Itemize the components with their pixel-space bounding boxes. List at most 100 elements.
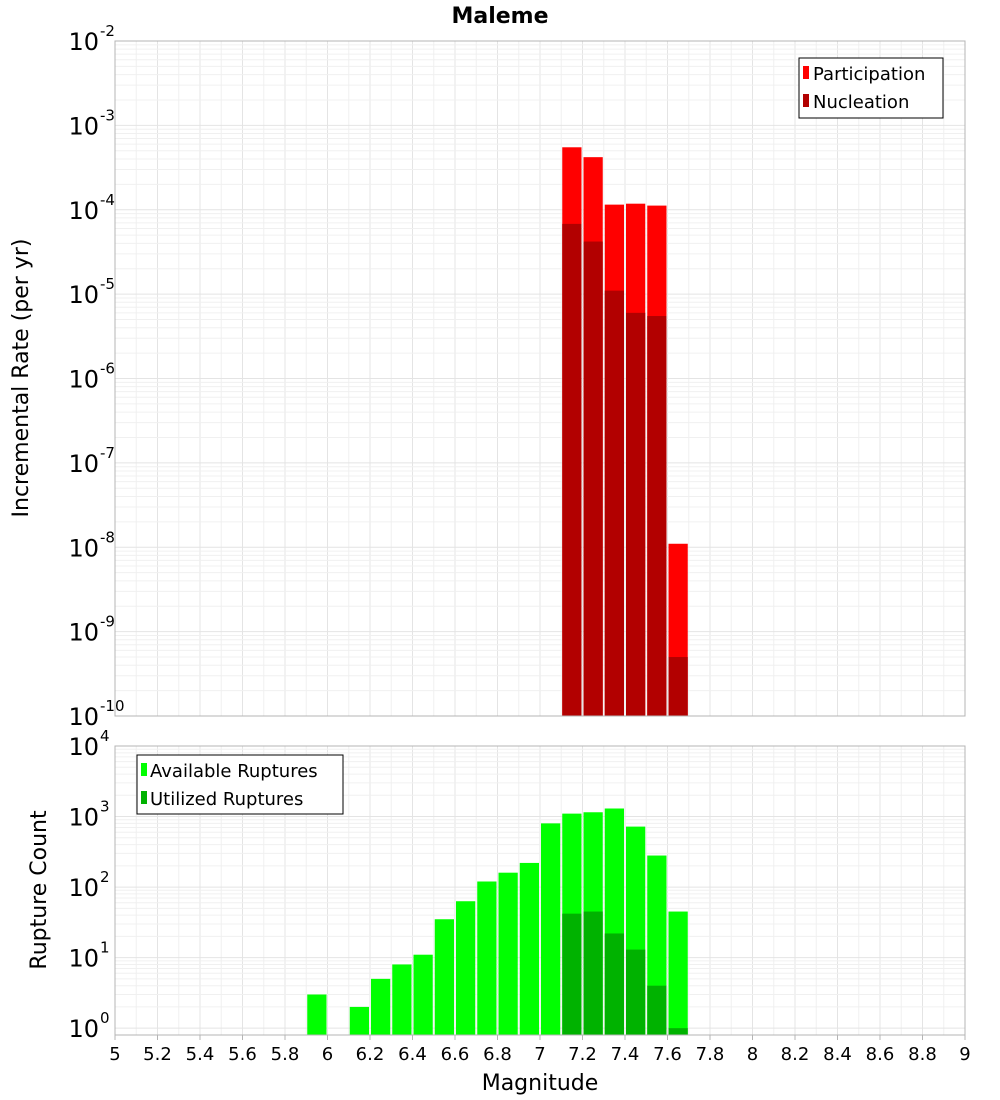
available-ruptures-bar [668, 911, 688, 1035]
top-y-tick-exponent: -6 [100, 360, 115, 378]
available-ruptures-bar [371, 978, 391, 1035]
bottom-y-axis-label: Rupture Count [27, 810, 52, 970]
x-tick-label: 6.4 [398, 1044, 427, 1065]
legend-label-utilized: Utilized Ruptures [150, 789, 303, 810]
x-tick-label: 8.4 [823, 1044, 852, 1065]
nucleation-bar [647, 316, 667, 716]
available-ruptures-bar [519, 862, 539, 1035]
x-ticks: 5 5.2 5.4 5.6 5.8 6 6.2 6.4 6.6 6.8 7 7.2 7.4 7.6 7.8 8… [109, 1035, 971, 1065]
top-legend: Participation Nucleation [798, 57, 944, 119]
legend-swatch-utilized [141, 791, 147, 804]
x-tick-label: 8.2 [781, 1044, 810, 1065]
bot-y-tick-label: 10 [68, 945, 99, 973]
top-y-tick-exponent: -3 [100, 106, 115, 124]
legend-label-nucleation: Nucleation [813, 92, 909, 113]
top-y-tick-exponent: -7 [100, 444, 115, 462]
bottom-grid [114, 745, 966, 1035]
top-grid [114, 40, 966, 717]
top-y-tick-label: 10 [68, 619, 99, 647]
bot-y-tick-exponent: 1 [100, 939, 110, 957]
nucleation-bar [626, 312, 646, 716]
top-y-tick-exponent: -9 [100, 613, 115, 631]
x-tick-label: 5 [109, 1044, 120, 1065]
top-y-tick-label: 10 [68, 534, 99, 562]
nucleation-bar [562, 223, 582, 716]
x-tick-label: 7.4 [611, 1044, 640, 1065]
top-y-tick-exponent: -2 [100, 22, 115, 40]
x-tick-label: 6 [322, 1044, 333, 1065]
available-ruptures-bar [498, 872, 518, 1035]
x-tick-label: 6.2 [356, 1044, 385, 1065]
top-y-tick-label: 10 [68, 366, 99, 394]
utilized-ruptures-bar [668, 1028, 688, 1035]
utilized-ruptures-bar [647, 985, 667, 1035]
bot-y-tick-label: 10 [68, 733, 99, 761]
x-tick-label: 8 [747, 1044, 758, 1065]
bot-y-tick-exponent: 4 [100, 727, 110, 745]
top-legend-box [798, 57, 944, 119]
available-ruptures-bar [349, 1006, 369, 1035]
top-y-ticks: 10-210-310-410-510-610-710-810-910-10 [68, 22, 124, 731]
x-axis-label: Magnitude [482, 1071, 599, 1096]
chart-title: Maleme [451, 4, 548, 29]
x-tick-label: 6.8 [483, 1044, 512, 1065]
top-plot-border [114, 40, 966, 717]
available-ruptures-bar [413, 954, 433, 1035]
top-y-tick-label: 10 [68, 28, 99, 56]
utilized-ruptures-bar [626, 949, 646, 1035]
bot-y-tick-label: 10 [68, 1015, 99, 1043]
bot-y-tick-exponent: 0 [100, 1009, 110, 1027]
top-plot-panel: 10-210-310-410-510-610-710-810-910-10 In… [9, 22, 966, 731]
legend-swatch-nucleation [803, 94, 809, 107]
top-y-tick-exponent: -5 [100, 275, 115, 293]
x-tick-label: 8.6 [866, 1044, 895, 1065]
available-ruptures-bar [392, 964, 412, 1035]
nucleation-bar [604, 290, 624, 716]
available-ruptures-bar [307, 994, 327, 1035]
utilized-ruptures-bar [562, 913, 582, 1035]
x-tick-label: 7.2 [568, 1044, 597, 1065]
legend-label-participation: Participation [813, 64, 925, 85]
top-y-tick-label: 10 [68, 112, 99, 140]
bot-y-tick-label: 10 [68, 874, 99, 902]
utilized-ruptures-bar [604, 933, 624, 1035]
x-tick-label: 7 [534, 1044, 545, 1065]
bot-y-tick-exponent: 3 [100, 798, 110, 816]
bot-y-tick-exponent: 2 [100, 868, 110, 886]
legend-swatch-available [141, 763, 147, 776]
available-ruptures-bar [477, 881, 497, 1035]
x-tick-label: 5.6 [228, 1044, 257, 1065]
nucleation-bar [668, 657, 688, 716]
top-y-tick-label: 10 [68, 281, 99, 309]
bottom-legend: Available Ruptures Utilized Ruptures [136, 754, 344, 815]
top-y-tick-exponent: -4 [100, 191, 115, 209]
bot-y-tick-label: 10 [68, 804, 99, 832]
x-tick-label: 5.4 [186, 1044, 215, 1065]
available-ruptures-bar [541, 823, 561, 1035]
top-y-tick-exponent: -8 [100, 528, 115, 546]
legend-label-available: Available Ruptures [150, 761, 318, 782]
available-ruptures-bar [456, 901, 476, 1035]
top-y-tick-exponent: -10 [100, 697, 125, 715]
x-tick-label: 5.2 [143, 1044, 172, 1065]
x-tick-label: 7.8 [696, 1044, 725, 1065]
x-tick-label: 9 [959, 1044, 970, 1065]
utilized-ruptures-bar [583, 911, 603, 1035]
available-ruptures-bar [434, 919, 454, 1035]
legend-swatch-participation [803, 66, 809, 79]
top-bars [562, 147, 688, 717]
top-y-tick-label: 10 [68, 703, 99, 731]
bottom-bars [307, 808, 688, 1035]
x-tick-label: 6.6 [441, 1044, 470, 1065]
x-tick-label: 8.8 [908, 1044, 937, 1065]
x-tick-label: 5.8 [271, 1044, 300, 1065]
nucleation-bar [583, 241, 603, 717]
top-y-axis-label: Incremental Rate (per yr) [9, 239, 34, 518]
x-tick-label: 7.6 [653, 1044, 682, 1065]
top-y-tick-label: 10 [68, 450, 99, 478]
bottom-legend-box [136, 754, 344, 815]
top-y-tick-label: 10 [68, 197, 99, 225]
